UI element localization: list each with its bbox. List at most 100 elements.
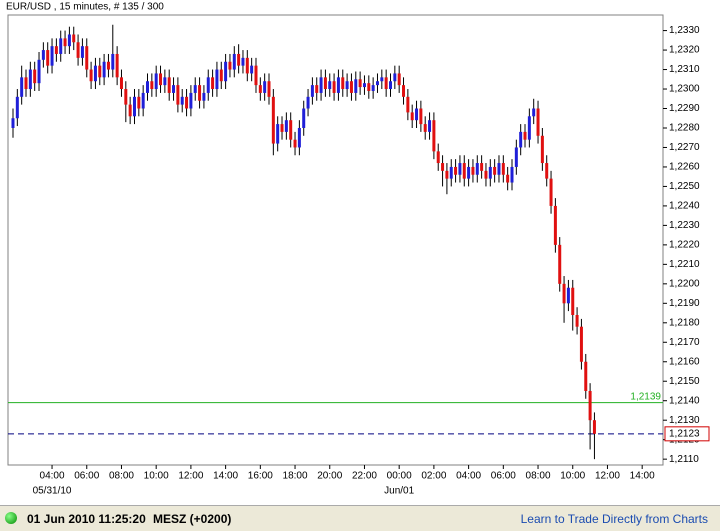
candle-body: [441, 163, 445, 171]
y-tick-label: 1,2260: [669, 162, 700, 173]
candle-body: [176, 85, 180, 105]
candle-body: [232, 53, 236, 70]
candle-body: [258, 85, 262, 93]
candle-body: [458, 163, 462, 175]
candle-body: [167, 77, 171, 93]
y-tick-label: 1,2170: [669, 337, 700, 348]
candle-body: [319, 77, 323, 93]
candle-body: [445, 170, 449, 179]
candle-body: [189, 92, 193, 109]
candle-body: [98, 65, 102, 78]
candle-body: [588, 390, 592, 421]
link[interactable]: Learn to Trade Directly from Charts: [520, 512, 708, 526]
candle-body: [341, 77, 345, 90]
candle-body: [406, 96, 410, 113]
candle-body: [198, 85, 202, 101]
candle-body: [228, 61, 232, 70]
candle-body: [28, 69, 32, 90]
candle-body: [575, 315, 579, 327]
y-tick-label: 1,2280: [669, 123, 700, 134]
candle-body: [519, 131, 523, 148]
candle-body: [137, 96, 141, 109]
candle-body: [297, 127, 301, 148]
candle-body: [571, 287, 575, 315]
status-bar: 01 Jun 2010 11:25:20 MESZ (+0200) Learn …: [0, 505, 720, 531]
y-tick-label: 1,2310: [669, 64, 700, 75]
candle-body: [193, 85, 197, 93]
candle-body: [592, 420, 596, 434]
candle-body: [467, 166, 471, 179]
y-tick-label: 1,2250: [669, 181, 700, 192]
candle-body: [289, 120, 293, 140]
candle-body: [124, 89, 128, 105]
candle-body: [562, 283, 566, 304]
candle-body: [419, 108, 423, 125]
y-tick-label: 1,2290: [669, 103, 700, 114]
y-tick-label: 1,2320: [669, 45, 700, 56]
candle-body: [128, 104, 132, 117]
candle-body: [106, 61, 110, 70]
y-tick-label: 1,2130: [669, 415, 700, 426]
candle-body: [132, 96, 136, 117]
y-tick-label: 1,2160: [669, 356, 700, 367]
candle-body: [462, 163, 466, 179]
candle-body: [527, 116, 531, 140]
candle-body: [267, 81, 271, 97]
candle-body: [558, 244, 562, 284]
candle-body: [119, 77, 123, 90]
candle-body: [328, 81, 332, 90]
candle-body: [93, 65, 97, 82]
candle-body: [284, 120, 288, 132]
candle-body: [475, 163, 479, 175]
candle-body: [172, 85, 176, 93]
y-tick-label: 1,2230: [669, 220, 700, 231]
candle-body: [206, 77, 210, 93]
status-zone: MESZ (+0200): [153, 512, 232, 526]
candle-body: [449, 166, 453, 179]
x-tick-label: 12:00: [595, 471, 620, 482]
candle-body: [37, 59, 41, 84]
candle-body: [50, 46, 54, 66]
candle-body: [115, 53, 119, 78]
x-tick-label: 06:00: [74, 471, 99, 482]
candle-body: [323, 77, 327, 90]
candle-body: [85, 46, 89, 70]
x-tick-label: 08:00: [109, 471, 134, 482]
candle-body: [384, 77, 388, 90]
y-tick-label: 1,2140: [669, 395, 700, 406]
candle-body: [532, 108, 536, 117]
candle-body: [336, 77, 340, 93]
candle-body: [397, 73, 401, 86]
candle-body: [488, 166, 492, 179]
candle-body: [15, 96, 19, 119]
candle-body: [423, 124, 427, 132]
candle-body: [367, 83, 371, 91]
candle-body: [254, 65, 258, 86]
candle-body: [553, 205, 557, 245]
x-tick-label: 04:00: [456, 471, 481, 482]
candle-body: [358, 79, 362, 88]
y-tick-label: 1,2110: [669, 454, 699, 465]
candle-body: [250, 65, 254, 74]
candle-body: [280, 124, 284, 132]
date-label: 05/31/10: [33, 486, 72, 497]
candle-body: [163, 77, 167, 86]
x-tick-label: 06:00: [491, 471, 516, 482]
candle-body: [375, 81, 379, 86]
candle-body: [202, 92, 206, 101]
x-tick-label: 02:00: [421, 471, 446, 482]
candle-body: [111, 53, 115, 70]
candle-body: [80, 46, 84, 58]
candle-body: [484, 170, 488, 179]
plot: 1,21101,21201,21301,21401,21501,21601,21…: [8, 24, 710, 497]
candle-body: [245, 57, 249, 74]
candle-body: [219, 69, 223, 82]
x-tick-label: 14:00: [213, 471, 238, 482]
candle-body: [306, 96, 310, 109]
x-tick-label: 00:00: [387, 471, 412, 482]
y-tick-label: 1,2150: [669, 376, 700, 387]
candle-body: [67, 34, 71, 47]
candle-body: [402, 85, 406, 97]
y-tick-label: 1,2190: [669, 298, 700, 309]
x-tick-label: 20:00: [317, 471, 342, 482]
